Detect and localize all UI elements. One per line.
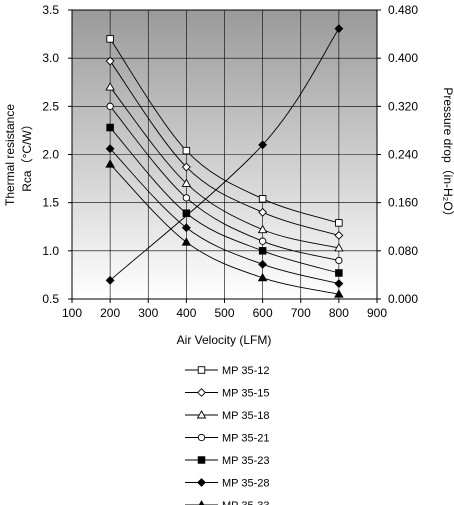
y-right-tick-label: 0.160 — [388, 196, 418, 210]
legend-label-1: MP 35-15 — [222, 388, 270, 400]
series-0-point-1 — [182, 146, 191, 155]
markers-layer — [105, 24, 344, 298]
x-tick-label: 600 — [253, 306, 273, 320]
legend-marker-0 — [197, 366, 206, 374]
series-line-2 — [109, 86, 339, 249]
y-left-tick-label: 0.5 — [42, 292, 59, 306]
series-3-point-0 — [106, 102, 114, 110]
y-left-tick-label: 3.5 — [42, 3, 59, 17]
pressure-drop-point-0 — [105, 275, 115, 285]
series-6-point-3 — [334, 289, 344, 298]
y-right-tick-label: 0.240 — [388, 148, 418, 162]
ticks-layer: 100 200 300 400 500 600 700 800 900 0.5 1.0 1.5 2.0 2… — [42, 3, 418, 320]
y-axis-left-title-line2: Rca（°C/W） — [20, 118, 34, 191]
legend-marker-4 — [197, 456, 206, 464]
series-3-point-3 — [335, 256, 343, 265]
series-6-point-1 — [181, 237, 192, 246]
series-2-point-1 — [181, 178, 192, 187]
x-tick-label: 800 — [329, 306, 349, 320]
series-4-point-0 — [106, 123, 114, 132]
series-1-point-0 — [105, 56, 115, 66]
pressure-drop-line — [109, 28, 340, 281]
legend-marker-3 — [197, 433, 206, 442]
series-5-point-1 — [181, 223, 191, 233]
x-tick-label: 400 — [176, 306, 196, 320]
legend-marker-5 — [197, 478, 206, 487]
y-right-tick-label: 0.080 — [388, 244, 418, 258]
x-tick-label: 200 — [100, 306, 120, 320]
series-0-point-3 — [335, 219, 343, 227]
y-right-tick-label: 0.000 — [388, 292, 418, 306]
series-3-point-1 — [182, 194, 191, 202]
series-5-point-2 — [258, 259, 268, 269]
series-4-point-2 — [258, 247, 267, 255]
legend-label-2: MP 35-18 — [222, 410, 270, 422]
pressure-drop-point-1 — [258, 140, 268, 150]
series-0-point-0 — [106, 35, 114, 43]
pressure-drop-point-2 — [334, 24, 344, 34]
legend-label-6: MP 35-33 — [222, 500, 270, 505]
x-tick-label: 700 — [291, 306, 311, 320]
legend-label-4: MP 35-23 — [222, 455, 270, 467]
y-left-tick-label: 2.0 — [42, 148, 59, 162]
series-3-point-2 — [258, 237, 267, 245]
series-2-point-0 — [105, 82, 115, 91]
series-6-point-0 — [105, 159, 115, 168]
series-1-point-3 — [334, 230, 344, 240]
series-line-6 — [109, 163, 339, 295]
series-line-4 — [109, 127, 340, 274]
series-4-point-3 — [335, 269, 343, 277]
y-right-tick-label: 0.400 — [388, 51, 418, 65]
y-right-tick-label: 0.320 — [388, 99, 418, 113]
series-5-point-0 — [105, 144, 115, 154]
y-axis-right-title: Pressure drop（in-H₂O） — [441, 87, 454, 222]
legend-marker-6 — [198, 500, 205, 505]
series-1-point-1 — [181, 162, 191, 172]
series-0-point-2 — [258, 195, 267, 203]
legend-label-5: MP 35-28 — [222, 478, 270, 490]
series-2-point-3 — [334, 243, 344, 252]
series-line-0 — [109, 38, 340, 224]
legend-label-3: MP 35-21 — [222, 433, 270, 445]
y-right-tick-label: 0.480 — [388, 3, 418, 17]
series-4-point-1 — [182, 209, 191, 218]
legend-marker-1 — [197, 388, 206, 397]
series-1-point-2 — [258, 207, 268, 217]
series-line-1 — [109, 60, 340, 236]
y-axis-left-title-line1: Thermal resistance — [3, 104, 17, 206]
legend-label-0: MP 35-12 — [222, 365, 270, 377]
y-left-tick-label: 1.5 — [42, 196, 59, 210]
y-left-tick-label: 1.0 — [42, 244, 59, 258]
x-tick-label: 900 — [367, 306, 387, 320]
x-tick-label: 300 — [138, 306, 158, 320]
series-2-point-2 — [257, 224, 268, 234]
series-line-5 — [109, 148, 339, 285]
x-tick-label: 100 — [62, 306, 82, 320]
y-left-tick-label: 2.5 — [42, 99, 59, 113]
legend: MP 35-12 MP 35-15 MP 35-18 MP 35-21 MP 35-23… — [185, 365, 270, 505]
legend-marker-2 — [196, 410, 207, 419]
x-axis-title: Air Velocity (LFM) — [177, 333, 272, 347]
series-5-point-3 — [334, 279, 344, 289]
y-left-tick-label: 3.0 — [42, 51, 59, 65]
series-layer — [109, 28, 340, 295]
x-tick-label: 500 — [214, 306, 234, 320]
series-line-3 — [109, 106, 339, 261]
series-6-point-2 — [257, 272, 268, 282]
